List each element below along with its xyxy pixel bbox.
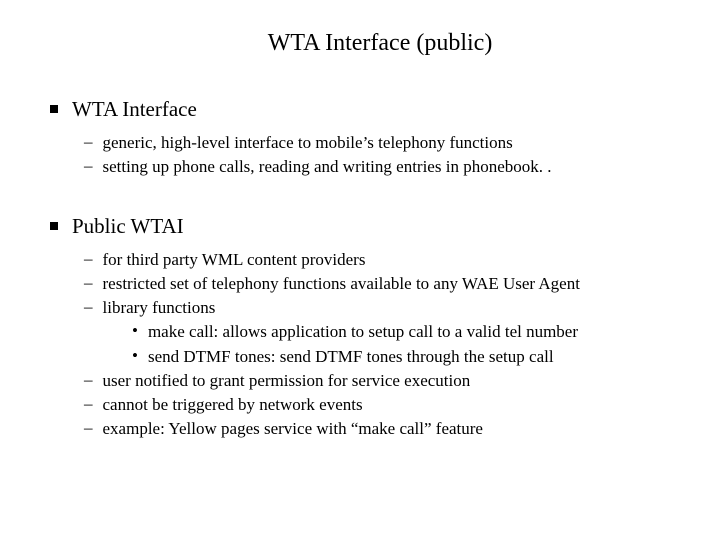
section-heading: Public WTAI bbox=[72, 214, 184, 239]
sub-list-item-text: send DTMF tones: send DTMF tones through… bbox=[148, 346, 554, 368]
list-item-text: setting up phone calls, reading and writ… bbox=[103, 156, 552, 178]
section-header: Public WTAI bbox=[50, 214, 680, 239]
dash-bullet-icon: – bbox=[84, 132, 93, 152]
square-bullet-icon bbox=[50, 222, 58, 230]
list-item: – user notified to grant permission for … bbox=[84, 370, 680, 392]
sub-list-item-text: make call: allows application to setup c… bbox=[148, 321, 578, 343]
dash-bullet-icon: – bbox=[84, 370, 93, 390]
sub-list-item: • make call: allows application to setup… bbox=[132, 321, 680, 343]
list-item-text: for third party WML content providers bbox=[103, 249, 366, 271]
dash-bullet-icon: – bbox=[84, 297, 93, 317]
square-bullet-icon bbox=[50, 105, 58, 113]
list-item: – example: Yellow pages service with “ma… bbox=[84, 418, 680, 440]
list-item-text: generic, high-level interface to mobile’… bbox=[103, 132, 513, 154]
section-header: WTA Interface bbox=[50, 97, 680, 122]
dot-bullet-icon: • bbox=[132, 321, 138, 341]
slide-title: WTA Interface (public) bbox=[80, 30, 680, 57]
list-item-text: restricted set of telephony functions av… bbox=[103, 273, 580, 295]
list-item-text: user notified to grant permission for se… bbox=[103, 370, 471, 392]
list-item-text: library functions bbox=[103, 297, 216, 319]
dot-bullet-icon: • bbox=[132, 346, 138, 366]
section-heading: WTA Interface bbox=[72, 97, 197, 122]
list-item-text: example: Yellow pages service with “make… bbox=[103, 418, 483, 440]
sub-list-item: • send DTMF tones: send DTMF tones throu… bbox=[132, 346, 680, 368]
section-wta-interface: WTA Interface – generic, high-level inte… bbox=[40, 97, 680, 178]
list-item: – setting up phone calls, reading and wr… bbox=[84, 156, 680, 178]
dash-bullet-icon: – bbox=[84, 394, 93, 414]
list-item: – restricted set of telephony functions … bbox=[84, 273, 680, 295]
dash-bullet-icon: – bbox=[84, 273, 93, 293]
dash-bullet-icon: – bbox=[84, 249, 93, 269]
list-item: – generic, high-level interface to mobil… bbox=[84, 132, 680, 154]
list-item: – cannot be triggered by network events bbox=[84, 394, 680, 416]
dash-bullet-icon: – bbox=[84, 156, 93, 176]
list-item: – for third party WML content providers bbox=[84, 249, 680, 271]
dash-bullet-icon: – bbox=[84, 418, 93, 438]
list-item-text: cannot be triggered by network events bbox=[103, 394, 363, 416]
section-public-wtai: Public WTAI – for third party WML conten… bbox=[40, 214, 680, 440]
list-item: – library functions bbox=[84, 297, 680, 319]
